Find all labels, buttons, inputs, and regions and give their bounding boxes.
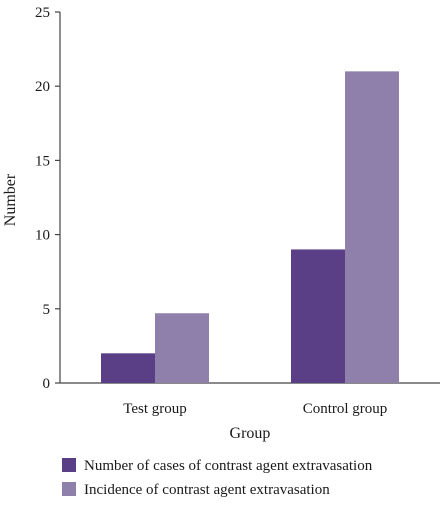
y-tick-label: 20	[35, 79, 50, 95]
y-axis-title: Number	[2, 173, 19, 226]
legend: Number of cases of contrast agent extrav…	[62, 458, 373, 498]
legend-swatch	[62, 482, 76, 496]
bars	[101, 71, 399, 384]
bar	[155, 313, 209, 383]
bar	[345, 71, 399, 384]
bar	[291, 249, 345, 383]
bar	[101, 353, 155, 383]
x-tick-label: Test group	[123, 401, 187, 417]
y-tick-label: 5	[43, 302, 51, 318]
x-axis: Test group Control group	[60, 382, 440, 417]
x-axis-title: Group	[230, 425, 271, 442]
y-tick-label: 15	[35, 153, 50, 169]
y-tick-label: 0	[43, 376, 51, 392]
legend-swatch	[62, 458, 76, 472]
legend-label: Incidence of contrast agent extravasatio…	[84, 482, 330, 498]
y-tick-label: 25	[35, 5, 50, 21]
y-tick-label: 10	[35, 228, 50, 244]
legend-label: Number of cases of contrast agent extrav…	[84, 458, 373, 474]
y-axis: 0 5 10 15 20 25	[35, 5, 61, 392]
x-tick-label: Control group	[303, 401, 388, 417]
